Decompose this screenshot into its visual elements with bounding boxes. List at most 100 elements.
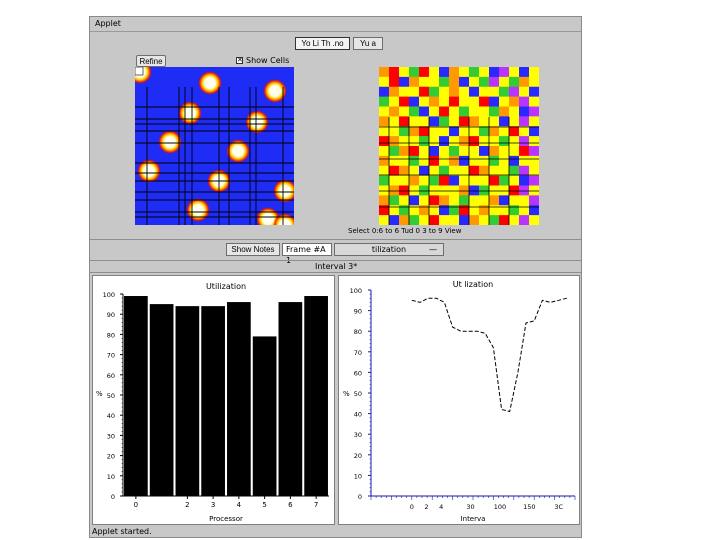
grid-cell (389, 205, 400, 216)
grid-cell (379, 195, 390, 206)
line-y-tick-label: 10 (354, 472, 362, 480)
mode-button-right[interactable]: Yu a (353, 37, 383, 50)
grid-cell (529, 155, 539, 167)
grid-cell (379, 126, 390, 137)
grid-cell (389, 116, 400, 127)
metric-select-value: tilization (371, 245, 407, 254)
grid-cell (499, 106, 510, 117)
grid-cell (399, 205, 410, 216)
grid-cell (499, 116, 510, 127)
mode-button-left[interactable]: Yo Li Th .no (295, 37, 350, 50)
grid-cell (519, 136, 530, 147)
line-x-tick-label: 150 (523, 503, 535, 511)
grid-cell (499, 136, 510, 147)
grid-cell (379, 155, 390, 167)
grid-cell (499, 86, 510, 97)
grid-cell (489, 136, 500, 147)
grid-cell (429, 136, 440, 147)
bar-processor-3 (201, 306, 225, 496)
bar-x-tick-label: 4 (237, 501, 242, 509)
grid-cell (509, 185, 520, 196)
grid-cell (499, 126, 510, 137)
grid-cell (419, 165, 430, 176)
grid-cell (509, 165, 520, 176)
grid-cell (459, 205, 470, 216)
grid-cell (519, 86, 530, 97)
grid-cell (469, 76, 480, 88)
grid-cell (529, 205, 539, 216)
grid-cell (459, 76, 470, 88)
grid-cell (529, 96, 539, 107)
grid-cell (499, 215, 510, 225)
line-x-tick-label: 30 (466, 503, 474, 511)
show-cells-checkbox[interactable]: ✕ (236, 56, 243, 64)
grid-cell (389, 136, 400, 147)
grid-cell (469, 155, 480, 167)
grid-cell (529, 195, 539, 206)
bar-x-axis-label: Processor (209, 515, 243, 523)
grid-cell (379, 96, 390, 107)
grid-cell (389, 106, 400, 117)
grid-cell (409, 205, 420, 216)
grid-cell (399, 155, 410, 167)
grid-cell (469, 205, 480, 216)
grid-cell (429, 106, 440, 117)
grid-cell (439, 185, 450, 196)
grid-cell (499, 76, 510, 88)
heat-map-view[interactable] (135, 67, 294, 225)
grid-cell (389, 165, 400, 176)
bar-y-axis-label: % (96, 390, 103, 398)
grid-cell (449, 175, 460, 186)
grid-cell (509, 116, 520, 127)
grid-cell (419, 185, 430, 196)
bar-processor-2 (175, 306, 200, 496)
interval-label: Interval 3* (315, 262, 358, 271)
line-x-tick-label: 0 (410, 503, 414, 511)
hot-spot-5 (158, 130, 182, 154)
grid-cell (449, 116, 460, 127)
bar-x-tick-label: 3 (211, 501, 215, 509)
grid-cell (409, 116, 420, 127)
separator-2 (90, 260, 581, 261)
grid-cell (379, 165, 390, 176)
grid-cell (519, 215, 530, 225)
line-y-tick-label: 20 (354, 452, 362, 460)
grid-cell (479, 215, 490, 225)
show-notes-button[interactable]: Show Notes (226, 243, 280, 256)
grid-cell (489, 146, 500, 157)
processor-grid-view[interactable] (379, 67, 539, 225)
grid-cell (489, 67, 500, 78)
line-y-tick-label: 100 (350, 287, 362, 295)
grid-cell (409, 215, 420, 225)
grid-cell (379, 185, 390, 196)
grid-cell (519, 106, 530, 117)
refine-button[interactable]: Refine (136, 55, 166, 67)
grid-cell (449, 76, 460, 88)
grid-cell (379, 136, 390, 147)
select-range-text: Select 0:6 to 6 Tud 0 3 to 9 View (348, 227, 462, 235)
grid-cell (409, 126, 420, 137)
grid-cell (529, 116, 539, 127)
grid-cell (419, 146, 430, 157)
grid-cell (459, 165, 470, 176)
bar-processor-5 (252, 336, 277, 496)
grid-cell (489, 155, 500, 167)
metric-select[interactable]: tilization — (334, 243, 444, 256)
grid-cell (449, 67, 460, 78)
grid-cell (399, 86, 410, 97)
bar-y-tick-label: 100 (103, 291, 115, 299)
grid-cell (499, 165, 510, 176)
grid-cell (509, 76, 520, 88)
grid-cell (499, 175, 510, 186)
grid-cell (479, 185, 490, 196)
frame-select[interactable]: Frame #A 1 (282, 243, 332, 265)
grid-cell (509, 106, 520, 117)
grid-cell (419, 175, 430, 186)
grid-cell (529, 215, 539, 225)
bar-x-tick-label: 0 (134, 501, 138, 509)
grid-cell (469, 106, 480, 117)
grid-cell (419, 76, 430, 88)
grid-cell (529, 185, 539, 196)
grid-cell (419, 195, 430, 206)
